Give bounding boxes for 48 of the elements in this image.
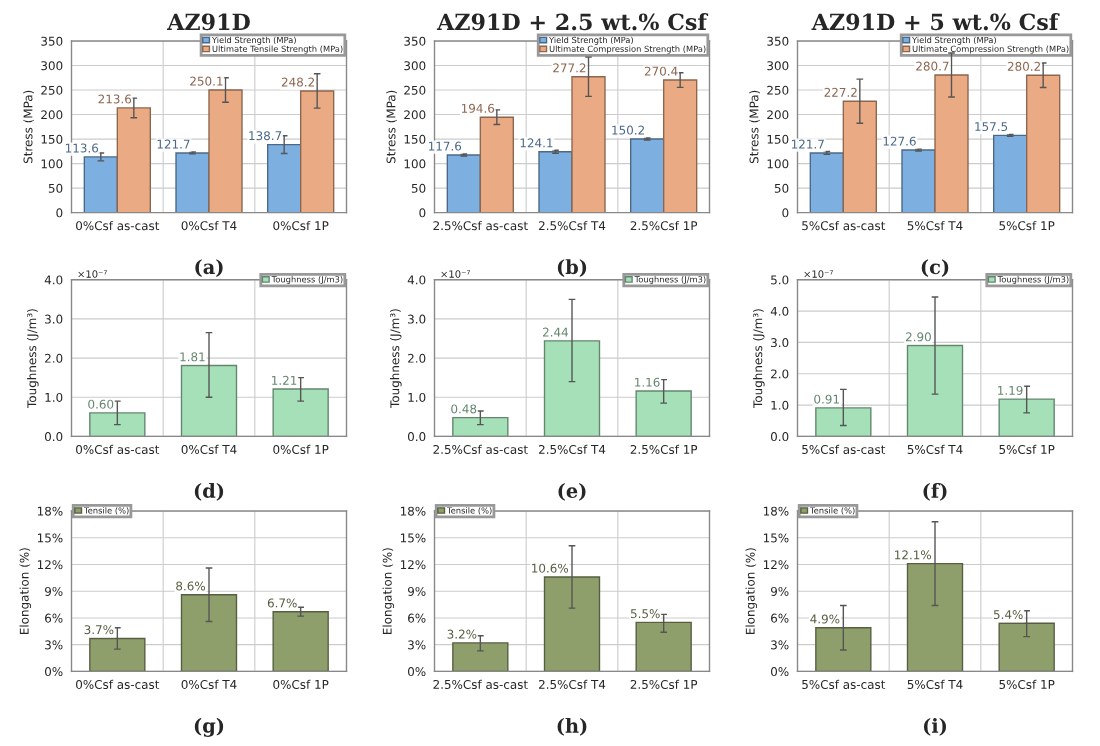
text: (g) bbox=[194, 717, 224, 737]
bar bbox=[180, 364, 238, 437]
bar bbox=[543, 576, 601, 672]
bar bbox=[635, 390, 692, 437]
bar bbox=[809, 152, 845, 213]
bar bbox=[662, 79, 698, 213]
bar bbox=[89, 412, 146, 437]
bar bbox=[571, 76, 606, 213]
chart-title: AZ91D + 5 wt.% Csf bbox=[811, 13, 1060, 31]
bar bbox=[901, 149, 936, 213]
bar bbox=[83, 156, 119, 213]
chart-title: AZ91D + 2.5 wt.% Csf bbox=[436, 13, 709, 31]
text: (f) bbox=[923, 482, 947, 501]
bar bbox=[180, 594, 238, 672]
text: (h) bbox=[557, 717, 587, 736]
bar bbox=[906, 562, 964, 672]
bar bbox=[629, 138, 665, 213]
text: (e) bbox=[558, 482, 586, 501]
bar bbox=[815, 407, 872, 437]
bar bbox=[906, 344, 964, 437]
bar bbox=[842, 100, 878, 213]
text: (d) bbox=[194, 482, 224, 501]
bar bbox=[175, 152, 210, 213]
text: (a) bbox=[195, 259, 223, 277]
bar bbox=[538, 151, 573, 213]
bar bbox=[1025, 74, 1061, 213]
bar bbox=[635, 621, 692, 672]
text: (i) bbox=[923, 717, 947, 736]
bar bbox=[934, 74, 969, 213]
bar bbox=[815, 627, 872, 672]
bar bbox=[543, 340, 601, 437]
bar bbox=[89, 637, 146, 672]
bar bbox=[266, 143, 302, 213]
bar bbox=[272, 611, 329, 672]
bar bbox=[208, 89, 243, 213]
bar bbox=[479, 116, 515, 213]
bar bbox=[299, 90, 335, 213]
bar bbox=[992, 134, 1028, 213]
bar bbox=[116, 107, 152, 213]
bar bbox=[998, 622, 1055, 672]
text: (b) bbox=[557, 259, 587, 277]
text: (c) bbox=[921, 259, 949, 277]
bar bbox=[998, 398, 1055, 437]
chart-title: AZ91D bbox=[167, 13, 250, 31]
bar bbox=[452, 416, 509, 437]
bar bbox=[272, 388, 329, 437]
bar bbox=[446, 154, 482, 213]
bar bbox=[452, 642, 509, 672]
